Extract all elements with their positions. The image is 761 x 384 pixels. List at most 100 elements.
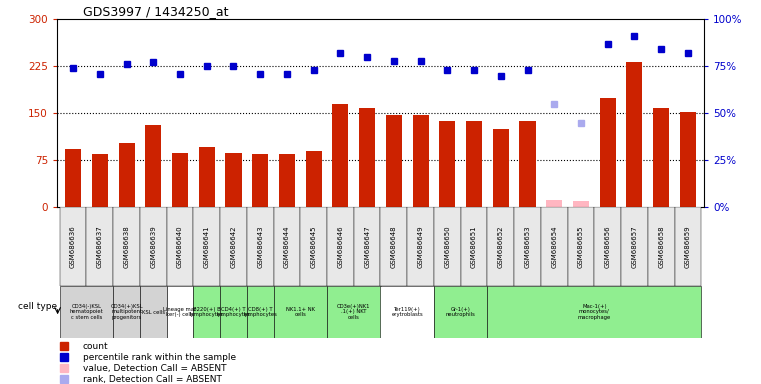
Text: GSM686649: GSM686649 — [418, 225, 424, 268]
Bar — [60, 286, 113, 338]
Text: CD34(-)KSL
hematopoiet
c stem cells: CD34(-)KSL hematopoiet c stem cells — [69, 304, 103, 320]
Bar — [220, 286, 247, 338]
Bar — [386, 114, 402, 207]
Bar — [407, 207, 434, 286]
Text: count: count — [83, 342, 109, 351]
Bar — [279, 154, 295, 207]
Bar — [621, 207, 648, 286]
Bar — [648, 207, 674, 286]
Bar — [193, 286, 220, 338]
Bar — [359, 108, 375, 207]
Bar — [653, 108, 669, 207]
Bar — [460, 207, 487, 286]
Bar — [252, 154, 268, 207]
Text: GSM686643: GSM686643 — [257, 225, 263, 268]
Bar — [327, 207, 354, 286]
Bar — [487, 207, 514, 286]
Bar — [60, 207, 87, 286]
Text: GSM686658: GSM686658 — [658, 225, 664, 268]
Text: GSM686641: GSM686641 — [204, 225, 210, 268]
Text: percentile rank within the sample: percentile rank within the sample — [83, 353, 236, 362]
Text: GSM686646: GSM686646 — [337, 225, 343, 268]
Text: GSM686645: GSM686645 — [310, 225, 317, 268]
Text: rank, Detection Call = ABSENT: rank, Detection Call = ABSENT — [83, 375, 221, 384]
Bar — [113, 286, 140, 338]
Bar — [167, 286, 193, 338]
Text: CD4(+) T
lymphocytes: CD4(+) T lymphocytes — [217, 306, 250, 318]
Text: GSM686638: GSM686638 — [123, 225, 129, 268]
Bar — [274, 207, 301, 286]
Bar — [380, 286, 434, 338]
Bar — [167, 207, 193, 286]
Bar — [439, 121, 455, 207]
Bar — [680, 112, 696, 207]
Bar — [546, 200, 562, 207]
Bar — [87, 207, 113, 286]
Bar — [247, 207, 274, 286]
Text: GSM686650: GSM686650 — [444, 225, 451, 268]
Bar — [434, 207, 460, 286]
Text: Mac-1(+)
monocytes/
macrophage: Mac-1(+) monocytes/ macrophage — [578, 304, 611, 320]
Text: GSM686636: GSM686636 — [70, 225, 76, 268]
Bar — [412, 114, 428, 207]
Bar — [220, 207, 247, 286]
Text: GDS3997 / 1434250_at: GDS3997 / 1434250_at — [83, 5, 228, 18]
Text: GSM686637: GSM686637 — [97, 225, 103, 268]
Text: GSM686657: GSM686657 — [632, 225, 638, 268]
Text: NK1.1+ NK
cells: NK1.1+ NK cells — [286, 306, 315, 318]
Text: KSL cells: KSL cells — [142, 310, 165, 314]
Text: Gr-1(+)
neutrophils: Gr-1(+) neutrophils — [446, 306, 476, 318]
Bar — [113, 207, 140, 286]
Bar — [301, 207, 327, 286]
Text: GSM686647: GSM686647 — [364, 225, 370, 268]
Text: GSM686656: GSM686656 — [605, 225, 610, 268]
Bar — [573, 201, 589, 207]
Bar — [119, 143, 135, 207]
Bar — [172, 153, 188, 207]
Text: Ter119(+)
erytroblasts: Ter119(+) erytroblasts — [391, 306, 423, 318]
Bar — [674, 207, 701, 286]
Bar — [487, 286, 701, 338]
Bar — [193, 207, 220, 286]
Text: GSM686644: GSM686644 — [284, 225, 290, 268]
Bar — [247, 286, 274, 338]
Text: GSM686654: GSM686654 — [551, 225, 557, 268]
Bar — [380, 207, 407, 286]
Bar — [145, 124, 161, 207]
Text: CD3e(+)NK1
.1(+) NKT
cells: CD3e(+)NK1 .1(+) NKT cells — [337, 304, 371, 320]
Bar — [514, 207, 541, 286]
Text: GSM686653: GSM686653 — [524, 225, 530, 268]
Bar — [626, 62, 642, 207]
Text: GSM686642: GSM686642 — [231, 225, 237, 268]
Text: GSM686652: GSM686652 — [498, 225, 504, 268]
Text: GSM686651: GSM686651 — [471, 225, 477, 268]
Bar — [466, 121, 482, 207]
Bar — [600, 98, 616, 207]
Bar — [225, 153, 241, 207]
Bar — [92, 154, 108, 207]
Bar — [140, 286, 167, 338]
Bar — [199, 147, 215, 207]
Bar — [594, 207, 621, 286]
Bar — [306, 151, 322, 207]
Text: GSM686655: GSM686655 — [578, 225, 584, 268]
Text: GSM686648: GSM686648 — [391, 225, 397, 268]
Bar — [274, 286, 327, 338]
Text: GSM686639: GSM686639 — [151, 225, 156, 268]
Text: B220(+) B
lymphocytes: B220(+) B lymphocytes — [189, 306, 224, 318]
Bar — [333, 104, 349, 207]
Bar — [520, 121, 536, 207]
Bar — [327, 286, 380, 338]
Text: value, Detection Call = ABSENT: value, Detection Call = ABSENT — [83, 364, 227, 373]
Text: CD34(+)KSL
multipotent
progenitors: CD34(+)KSL multipotent progenitors — [110, 304, 143, 320]
Bar — [354, 207, 380, 286]
Text: Lineage mar
ker(-) cells: Lineage mar ker(-) cells — [164, 306, 196, 318]
Bar — [65, 149, 81, 207]
Bar — [568, 207, 594, 286]
Bar — [493, 129, 509, 207]
Text: CD8(+) T
lymphocytes: CD8(+) T lymphocytes — [244, 306, 277, 318]
Text: GSM686659: GSM686659 — [685, 225, 691, 268]
Text: GSM686640: GSM686640 — [177, 225, 183, 268]
Bar — [434, 286, 487, 338]
Text: cell type: cell type — [18, 302, 58, 311]
